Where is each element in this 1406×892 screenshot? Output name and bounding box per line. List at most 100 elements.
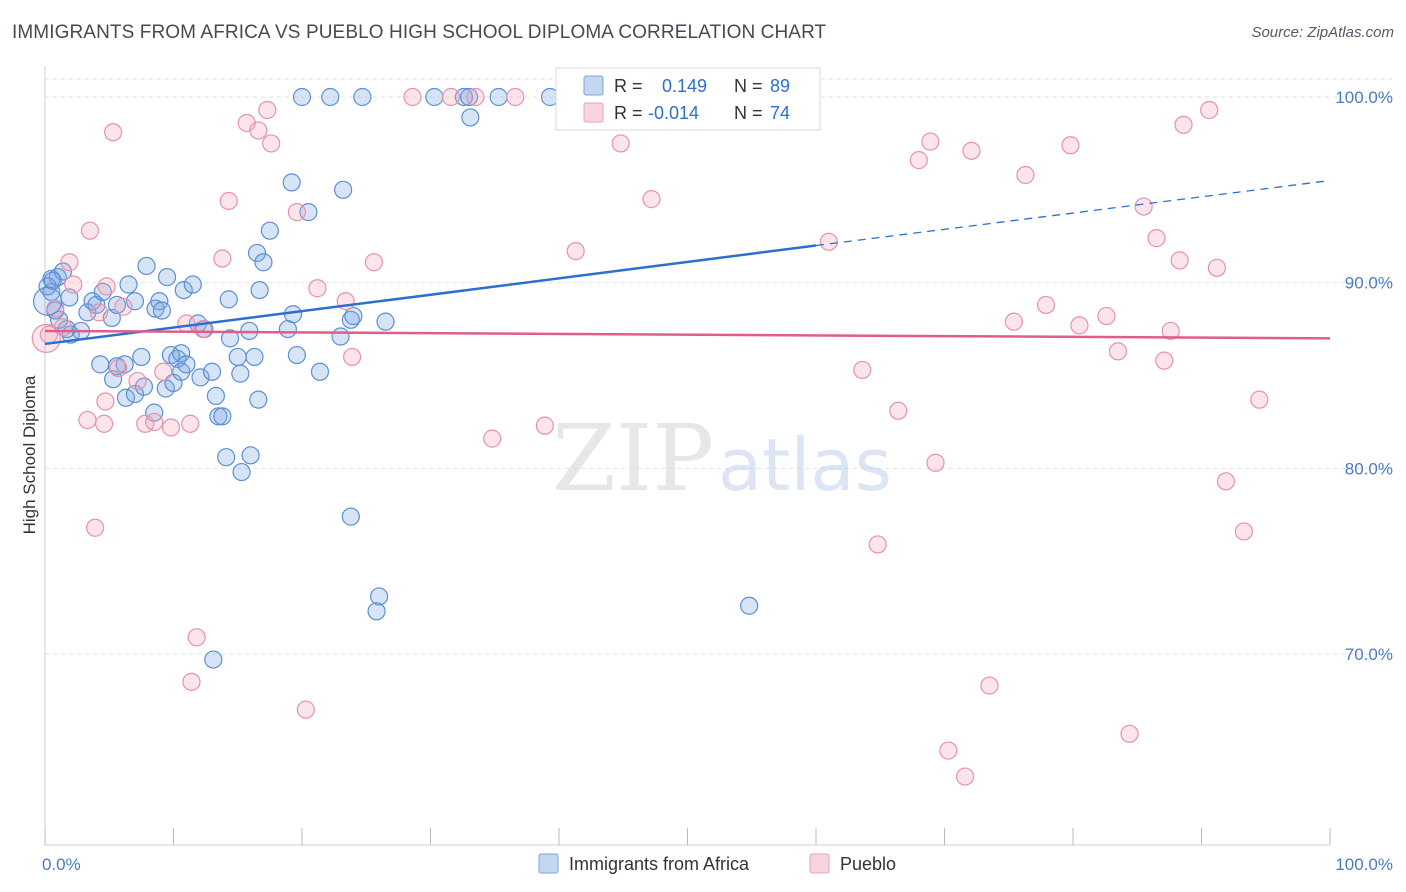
- pueblo-point-56: [980, 676, 999, 695]
- pueblo-point-8: [114, 297, 133, 316]
- pueblo-point-74: [1234, 522, 1254, 541]
- pueblo-point-70: [1174, 115, 1193, 134]
- y-tick-label-90: 90.0%: [1345, 274, 1393, 293]
- africa-point-60: [202, 362, 222, 381]
- pueblo-point-63: [1108, 342, 1128, 361]
- pueblo-point-69: [1170, 251, 1189, 270]
- africa-point-63: [213, 407, 232, 426]
- africa-point-3: [53, 262, 73, 281]
- y-tick-label-70: 70.0%: [1345, 645, 1393, 664]
- pueblo-point-22: [213, 249, 232, 268]
- pueblo-point-45: [642, 190, 661, 209]
- pueblo-point-27: [262, 134, 281, 153]
- pueblo-point-59: [1036, 295, 1056, 315]
- bottom-legend-swatch-africa[interactable]: [538, 853, 559, 874]
- data-points: [31, 87, 1269, 786]
- africa-point-77: [292, 87, 312, 107]
- legend-n-value-pueblo: 74: [770, 103, 790, 123]
- africa-point-59: [191, 368, 210, 387]
- pueblo-point-47: [853, 360, 872, 380]
- pueblo-point-41: [483, 429, 502, 448]
- pueblo-point-52: [926, 453, 945, 472]
- pueblo-point-15: [136, 414, 155, 433]
- legend-n-value-africa: 89: [770, 76, 790, 96]
- africa-point-78: [321, 87, 340, 107]
- africa-point-30: [250, 280, 269, 300]
- y-tick-label-80: 80.0%: [1345, 459, 1393, 478]
- pueblo-point-67: [1155, 351, 1174, 370]
- pueblo-point-31: [343, 347, 362, 367]
- africa-point-88: [43, 271, 62, 290]
- pueblo-point-54: [955, 767, 975, 786]
- legend-swatch-africa: [583, 75, 604, 96]
- africa-point-64: [217, 448, 236, 467]
- legend-r-value-africa: 0.149: [662, 76, 707, 96]
- africa-point-83: [489, 87, 508, 107]
- pueblo-point-65: [1134, 197, 1153, 216]
- bottom-legend-swatch-pueblo[interactable]: [809, 853, 830, 874]
- africa-point-76: [740, 596, 759, 615]
- pueblo-point-11: [78, 410, 97, 430]
- pueblo-point-68: [1161, 321, 1180, 341]
- pueblo-point-33: [187, 628, 206, 647]
- pueblo-point-18: [161, 418, 181, 437]
- pueblo-point-7: [97, 277, 116, 296]
- africa-point-14: [107, 295, 127, 315]
- x-tick-label-0: 0.0%: [42, 855, 81, 874]
- africa-point-62: [209, 407, 228, 426]
- pueblo-point-60: [1061, 136, 1080, 155]
- pueblo-point-62: [1097, 306, 1116, 326]
- africa-point-65: [228, 347, 247, 367]
- africa-trend-line: [44, 244, 817, 346]
- chart-title: IMMIGRANTS FROM AFRICA VS PUEBLO HIGH SC…: [12, 22, 827, 43]
- pueblo-point-75: [1250, 390, 1269, 409]
- africa-point-56: [172, 344, 191, 363]
- pueblo-point-55: [962, 141, 981, 160]
- pueblo-point-43: [566, 242, 585, 261]
- africa-point-80: [425, 87, 444, 107]
- legend-r-value-pueblo: -0.014: [648, 103, 699, 123]
- tick-labels: 70.0% 80.0% 90.0% 100.0% 0.0% 100.0%: [42, 88, 1393, 874]
- pueblo-trend-line: [44, 329, 1331, 340]
- africa-point-61: [206, 386, 226, 406]
- africa-point-27: [220, 329, 240, 348]
- pueblo-point-46: [819, 232, 838, 251]
- pueblo-point-5: [80, 221, 100, 240]
- source-label: Source: ZipAtlas.com: [1251, 24, 1394, 41]
- pueblo-point-42: [535, 416, 554, 435]
- pueblo-point-48: [868, 535, 887, 554]
- africa-point-42: [376, 312, 395, 331]
- africa-point-15: [119, 275, 138, 294]
- bottom-legend-label-africa[interactable]: Immigrants from Africa: [569, 854, 750, 874]
- watermark-zip: ZIP: [552, 405, 714, 512]
- pueblo-point-14: [128, 371, 147, 391]
- bottom-legend-label-pueblo[interactable]: Pueblo: [840, 854, 896, 874]
- pueblo-point-61: [1070, 316, 1089, 335]
- pueblo-point-40: [506, 87, 525, 107]
- africa-point-32: [260, 221, 279, 240]
- pueblo-point-57: [1004, 312, 1023, 331]
- pueblo-point-4: [64, 275, 83, 294]
- africa-point-20: [152, 301, 172, 320]
- watermark-atlas: atlas: [718, 423, 892, 507]
- y-tick-label-100: 100.0%: [1335, 88, 1393, 107]
- pueblo-point-49: [889, 401, 908, 420]
- pueblo-point-1: [46, 299, 65, 318]
- africa-point-21: [157, 267, 177, 287]
- pueblo-point-37: [403, 87, 422, 107]
- africa-point-17: [137, 256, 156, 276]
- pueblo-point-51: [921, 132, 940, 151]
- pueblo-point-6: [89, 303, 109, 322]
- africa-point-26: [219, 290, 238, 309]
- pueblo-point-10: [95, 414, 114, 433]
- pueblo-point-36: [104, 123, 123, 142]
- pueblo-point-17: [154, 362, 173, 381]
- trend-lines: [44, 179, 1331, 346]
- africa-point-43: [91, 355, 110, 374]
- africa-trend-extension: [815, 179, 1331, 247]
- africa-point-16: [125, 292, 145, 311]
- pueblo-point-73: [1216, 472, 1236, 491]
- x-tick-label-100: 100.0%: [1335, 855, 1393, 874]
- pueblo-point-71: [1200, 100, 1219, 120]
- pueblo-point-53: [939, 741, 958, 760]
